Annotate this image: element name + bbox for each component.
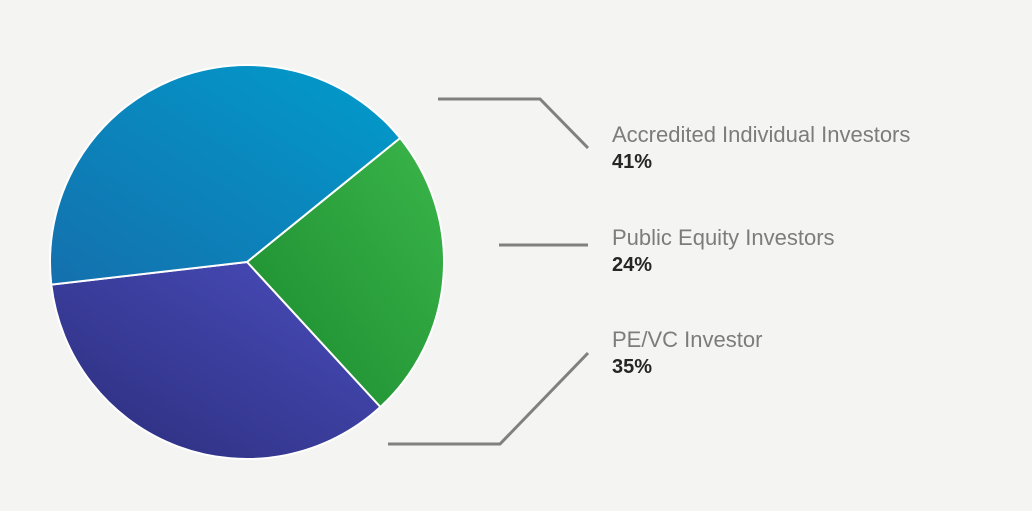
legend-connectors (388, 97, 590, 446)
slice-accredited (49, 64, 402, 286)
legend-item-pe-vc: PE/VC Investor 35% (612, 327, 762, 379)
legend-value: 24% (612, 254, 653, 276)
pie-slices (49, 64, 445, 460)
legend-value: 35% (612, 356, 653, 378)
legend-item-accredited: Accredited Individual Investors 41% (612, 122, 910, 174)
slice-public-equity (246, 137, 445, 409)
legend-label: Public Equity Investors (612, 225, 835, 250)
connector-accredited (438, 97, 590, 150)
legend-item-public-equity: Public Equity Investors 24% (612, 225, 835, 277)
legend-label: Accredited Individual Investors (612, 122, 911, 147)
legend-value: 41% (612, 151, 653, 173)
legend-label: PE/VC Investor (612, 327, 763, 352)
slice-pe-vc (50, 261, 382, 460)
connector-pe-vc (388, 351, 590, 446)
